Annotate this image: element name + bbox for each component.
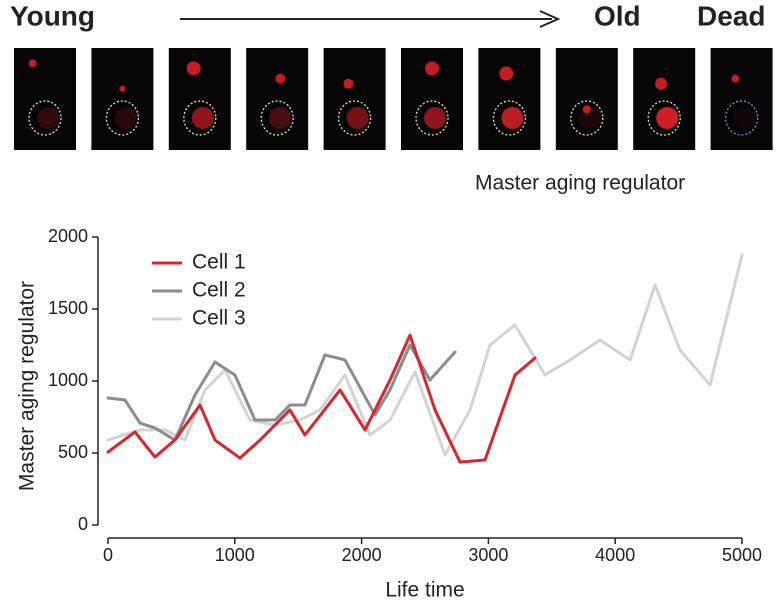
nucleus-glow	[656, 107, 679, 129]
cell-spot	[425, 61, 439, 76]
nucleus-glow	[269, 107, 292, 129]
y-tick-label: 0	[78, 514, 88, 534]
caption: Master aging regulator	[475, 172, 685, 195]
series-line	[106, 253, 744, 457]
nucleus-glow	[346, 107, 369, 129]
nucleus-glow	[191, 107, 214, 129]
cell-spot	[343, 78, 354, 89]
cell-spot	[275, 73, 286, 84]
x-tick-label: 4000	[595, 545, 635, 565]
cell-outline	[647, 100, 681, 136]
cell-spot	[655, 77, 668, 90]
micrograph	[555, 48, 618, 150]
cell-spot	[119, 85, 126, 92]
y-tick-label: 1000	[48, 370, 88, 390]
cell-outline	[724, 100, 759, 136]
microscopy-strip	[14, 48, 773, 150]
legend-label: Cell 3	[192, 307, 246, 330]
series-line	[106, 333, 537, 464]
x-tick-label: 0	[103, 545, 113, 565]
micrograph	[246, 48, 309, 150]
cell-spot	[499, 66, 514, 81]
micrograph	[14, 48, 76, 150]
x-tick-label: 5000	[722, 545, 762, 565]
micrograph	[91, 48, 154, 150]
nucleus-glow	[37, 107, 59, 129]
x-tick-label: 1000	[215, 545, 255, 565]
cell-outline	[28, 100, 62, 136]
y-axis-label: Master aging regulator	[16, 281, 39, 491]
x-tick-label: 2000	[342, 545, 382, 565]
nucleus-glow	[424, 107, 446, 129]
arrow-head	[539, 10, 561, 28]
x-tick-label: 3000	[468, 545, 508, 565]
cell-spot	[186, 61, 201, 76]
nucleus-glow	[578, 107, 601, 129]
stage-label: Old	[594, 0, 641, 31]
cell-spot	[731, 74, 740, 83]
nucleus-glow	[501, 107, 524, 129]
legend-label: Cell 2	[192, 279, 246, 302]
y-tick-label: 2000	[48, 226, 88, 246]
micrograph	[168, 48, 231, 150]
micrograph	[478, 48, 541, 150]
micrograph	[633, 48, 696, 150]
stage-label: Young	[10, 0, 95, 31]
cell-spot	[28, 59, 37, 68]
stage-label: Dead	[697, 0, 765, 31]
micrograph	[710, 48, 773, 150]
nucleus-glow	[114, 107, 137, 129]
micrograph	[323, 48, 386, 150]
cell-outline	[105, 100, 140, 136]
cell-outline	[337, 100, 372, 136]
y-tick-label: 1500	[48, 298, 88, 318]
cell-outline	[260, 100, 294, 136]
y-tick-label: 500	[58, 442, 88, 462]
cell-outline	[415, 100, 449, 136]
series-line	[106, 343, 457, 442]
cell-outline	[570, 100, 604, 136]
x-axis-label: Life time	[385, 579, 464, 602]
legend-label: Cell 1	[192, 251, 246, 274]
cell-spot	[582, 105, 591, 114]
cell-outline	[492, 100, 527, 136]
nucleus-glow	[733, 107, 756, 129]
cell-outline	[183, 100, 217, 136]
chart: 0 500 1000 1500 2000 0 1000 2000 3000 4000 5000 Lif…	[16, 226, 762, 602]
